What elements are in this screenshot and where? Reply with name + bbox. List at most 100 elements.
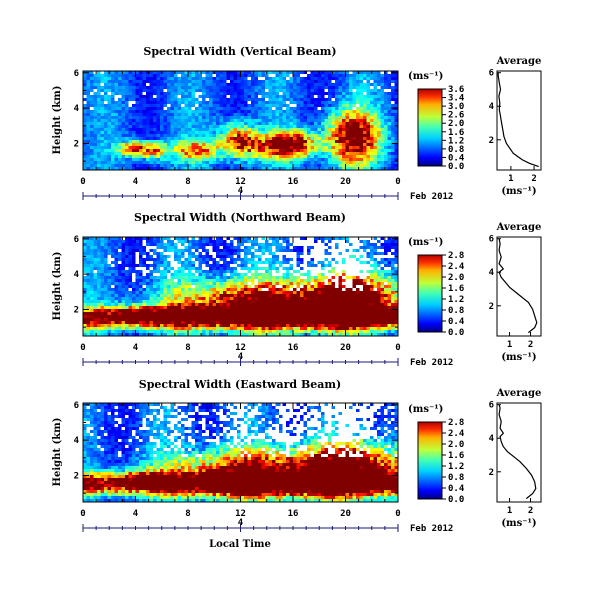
heatmap-cell [220, 264, 224, 267]
heatmap-cell [167, 101, 171, 104]
heatmap-cell [111, 164, 115, 167]
heatmap-cell [332, 92, 336, 95]
heatmap-cell [384, 134, 388, 137]
heatmap-cell [241, 270, 245, 273]
heatmap-cell [202, 276, 206, 279]
heatmap-cell [188, 107, 192, 110]
heatmap-cell [181, 246, 185, 249]
heatmap-cell [384, 86, 388, 89]
heatmap-cell [118, 122, 122, 125]
heatmap-cell [279, 83, 283, 86]
heatmap-cell [279, 306, 283, 309]
heatmap-cell [178, 86, 182, 89]
heatmap-cell [167, 270, 171, 273]
heatmap-cell [150, 128, 154, 131]
heatmap-cell [367, 86, 371, 89]
heatmap-cell [115, 273, 119, 276]
heatmap-cell [276, 294, 280, 297]
heatmap-cell [269, 258, 273, 261]
heatmap-cell [234, 276, 238, 279]
heatmap-cell [178, 321, 182, 324]
heatmap-cell [111, 321, 115, 324]
heatmap-cell [384, 95, 388, 98]
heatmap-cell [157, 255, 161, 258]
heatmap-cell [234, 107, 238, 110]
heatmap-cell [269, 312, 273, 315]
heatmap-cell [297, 158, 301, 161]
heatmap-cell [262, 143, 266, 146]
heatmap-cell [283, 83, 287, 86]
heatmap-cell [143, 297, 147, 300]
heatmap-cell [234, 113, 238, 116]
heatmap-cell [279, 125, 283, 128]
heatmap-cell [164, 110, 168, 113]
heatmap-cell [276, 330, 280, 333]
heatmap-cell [122, 261, 126, 264]
heatmap-cell [279, 104, 283, 107]
heatmap-cell [255, 282, 259, 285]
heatmap-cell [136, 131, 140, 134]
heatmap-cell [262, 74, 266, 77]
heatmap-cell [325, 155, 329, 158]
heatmap-cell [223, 252, 227, 255]
heatmap-cell [230, 83, 234, 86]
heatmap-cell [349, 113, 353, 116]
y-tick-label: 6 [74, 69, 79, 79]
heatmap-cell [101, 164, 105, 167]
heatmap-cell [125, 324, 129, 327]
heatmap-cell [188, 164, 192, 167]
heatmap-cell [248, 327, 252, 330]
heatmap-cell [388, 110, 392, 113]
heatmap-cell [167, 297, 171, 300]
heatmap-cell [125, 294, 129, 297]
heatmap-cell [269, 261, 273, 264]
heatmap-cell [101, 155, 105, 158]
heatmap-cell [293, 140, 297, 143]
heatmap-cell [286, 122, 290, 125]
heatmap-cell [129, 131, 133, 134]
heatmap-cell [279, 291, 283, 294]
heatmap-cell [174, 264, 178, 267]
heatmap-cell [230, 309, 234, 312]
heatmap-cell [318, 74, 322, 77]
heatmap-cell [297, 83, 301, 86]
heatmap-cell [251, 324, 255, 327]
heatmap-cell [227, 297, 231, 300]
heatmap-cell [269, 294, 273, 297]
heatmap-cell [342, 149, 346, 152]
heatmap-cell [122, 77, 126, 80]
heatmap-cell [181, 243, 185, 246]
heatmap-cell [307, 155, 311, 158]
heatmap-cell [241, 158, 245, 161]
heatmap-cell [153, 140, 157, 143]
heatmap-cell [234, 92, 238, 95]
heatmap-cell [174, 152, 178, 155]
heatmap-cell [157, 146, 161, 149]
heatmap-cell [258, 324, 262, 327]
heatmap-cell [307, 125, 311, 128]
heatmap-cell [377, 125, 381, 128]
heatmap-cell [269, 152, 273, 155]
heatmap-cell [255, 315, 259, 318]
heatmap-cell [174, 282, 178, 285]
heatmap-cell [129, 119, 133, 122]
heatmap-cell [297, 86, 301, 89]
heatmap-cell [90, 113, 94, 116]
heatmap-cell [90, 297, 94, 300]
heatmap-cell [209, 318, 213, 321]
heatmap-cell [244, 300, 248, 303]
heatmap-cell [171, 143, 175, 146]
heatmap-cell [244, 303, 248, 306]
heatmap-cell [90, 300, 94, 303]
heatmap-cell [251, 152, 255, 155]
heatmap-cell [230, 273, 234, 276]
heatmap-cell [377, 98, 381, 101]
heatmap-cell [202, 312, 206, 315]
heatmap-cell [125, 288, 129, 291]
heatmap-cell [164, 291, 168, 294]
heatmap-cell [146, 318, 150, 321]
heatmap-cell [262, 315, 266, 318]
heatmap-cell [223, 288, 227, 291]
heatmap-cell [262, 285, 266, 288]
heatmap-cell [265, 107, 269, 110]
